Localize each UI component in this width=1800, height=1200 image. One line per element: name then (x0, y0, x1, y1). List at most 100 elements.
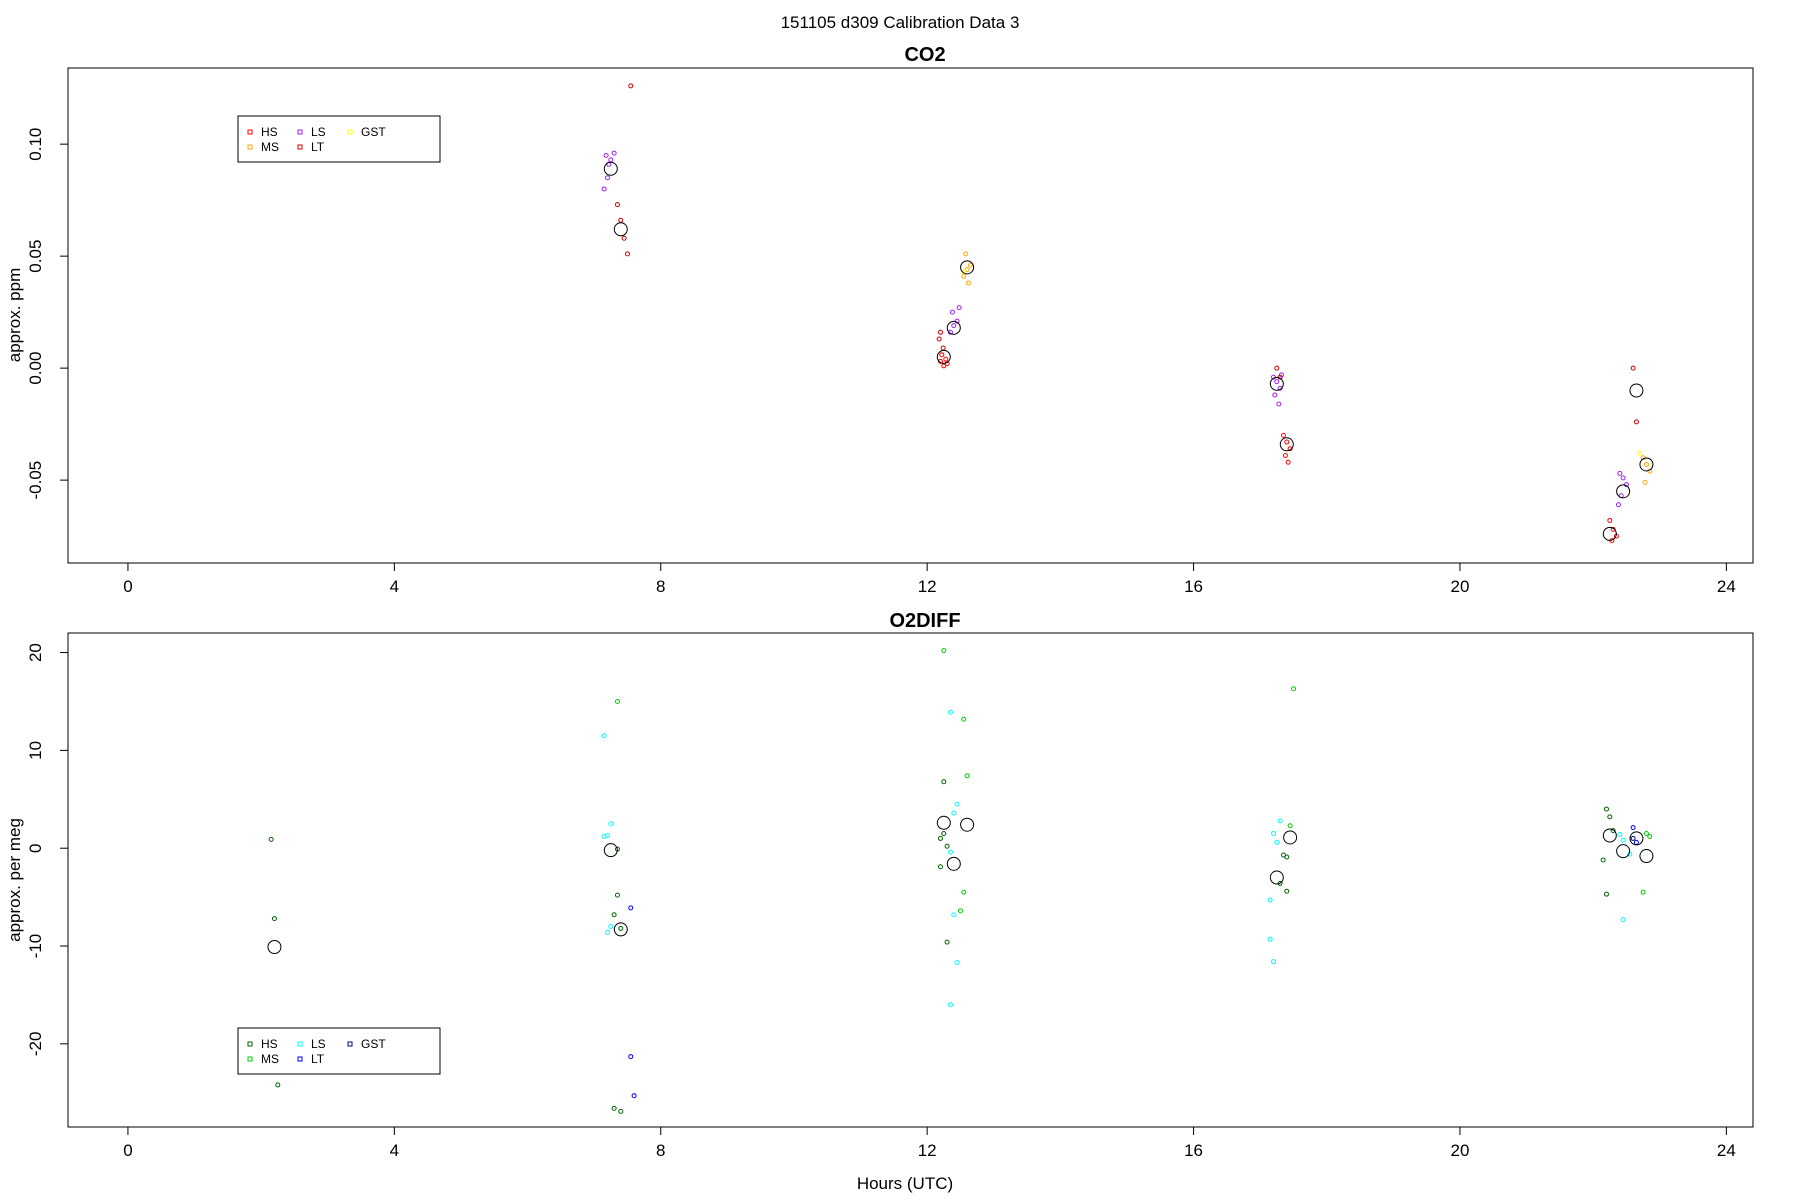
o2diff-y-tick-label: 0 (26, 843, 45, 852)
o2diff-point-hs (944, 939, 950, 945)
o2diff-point-hs (1607, 814, 1613, 820)
co2-point-ms (964, 267, 970, 273)
o2diff-point-ms (961, 716, 967, 722)
o2diff-x-tick-label: 8 (656, 1141, 665, 1160)
o2diff-point-ls (608, 821, 614, 827)
co2-point-lt (614, 202, 620, 208)
o2diff-point-hs (618, 925, 624, 931)
o2diff-point-ms (961, 889, 967, 895)
o2diff-chart-title: O2DIFF (889, 610, 960, 632)
o2diff-point-ms (1647, 833, 1653, 839)
co2-y-tick-label: 0.10 (26, 128, 45, 161)
o2diff-x-tick-label: 16 (1184, 1141, 1203, 1160)
co2-point-ls (1272, 392, 1278, 398)
o2diff-y-tick-label: 20 (26, 643, 45, 662)
o2diff-point-ls (947, 849, 953, 855)
o2diff-point-ls (608, 923, 614, 929)
co2-mean-marker (946, 320, 961, 335)
o2diff-legend-label-ls: LS (311, 1037, 326, 1051)
o2diff-x-tick-label: 4 (390, 1141, 399, 1160)
o2diff-point-hs (611, 1105, 617, 1111)
o2diff-point-hs (944, 843, 950, 849)
co2-point-ls (1617, 470, 1623, 476)
co2-point-ls (1274, 379, 1280, 385)
co2-legend-symbol-gst (347, 129, 353, 135)
o2diff-point-hs (1603, 806, 1609, 812)
co2-point-ls (608, 157, 614, 163)
o2diff-legend-label-lt: LT (311, 1052, 325, 1066)
o2diff-mean-marker (613, 922, 628, 937)
o2diff-mean-marker (1616, 844, 1631, 859)
o2diff-point-hs (611, 912, 617, 918)
o2diff-mean-marker (1602, 828, 1617, 843)
o2diff-point-ls (1620, 837, 1626, 843)
o2diff-point-ls (1274, 839, 1280, 845)
o2diff-point-ls (951, 810, 957, 816)
co2-legend-label-gst: GST (361, 125, 386, 139)
co2-ylabel: approx. ppm (5, 268, 24, 363)
o2diff-x-tick-label: 12 (918, 1141, 937, 1160)
co2-point-hs (1607, 517, 1613, 523)
co2-point-lt (936, 336, 942, 342)
o2diff-point-hs (941, 831, 947, 837)
co2-point-ls (1276, 401, 1282, 407)
co2-chart-title: CO2 (904, 44, 945, 66)
o2diff-legend-label-hs: HS (261, 1037, 278, 1051)
co2-point-lt (624, 251, 630, 257)
co2-mean-marker (1602, 526, 1617, 541)
o2diff-point-ls (1270, 959, 1276, 965)
co2-point-ls (611, 150, 617, 156)
co2-point-gst (1637, 450, 1643, 456)
o2diff-point-hs (941, 779, 947, 785)
o2diff-mean-marker (603, 843, 618, 858)
co2-legend-symbol-ls (297, 129, 303, 135)
o2diff-mean-marker (936, 815, 951, 830)
co2-point-lt (1633, 419, 1639, 425)
o2diff-point-ls (1277, 818, 1283, 824)
co2-point-lt (940, 345, 946, 351)
o2diff-x-tick-label: 20 (1450, 1141, 1469, 1160)
co2-mean-marker (936, 349, 951, 364)
o2diff-mean-marker (1629, 831, 1644, 846)
co2-y-tick-label: 0.05 (26, 240, 45, 273)
o2diff-ylabel: approx. per meg (5, 818, 24, 942)
co2-x-tick-label: 8 (656, 577, 665, 596)
co2-point-lt (1274, 365, 1280, 371)
co2-point-hs (1285, 459, 1291, 465)
o2diff-point-hs (1284, 888, 1290, 894)
co2-point-ms (963, 251, 969, 257)
o2diff-point-ls (1270, 831, 1276, 837)
co2-point-ms (1642, 479, 1648, 485)
co2-legend-label-hs: HS (261, 125, 278, 139)
o2diff-mean-marker (1269, 870, 1284, 885)
co2-x-tick-label: 24 (1717, 577, 1736, 596)
co2-point-ms (961, 273, 967, 279)
o2diff-point-lt (1630, 825, 1636, 831)
co2-mean-marker (1269, 376, 1284, 391)
o2diff-point-ls (954, 960, 960, 966)
co2-point-ls (1615, 502, 1621, 508)
co2-mean-marker (960, 260, 975, 275)
o2diff-point-ls (947, 709, 953, 715)
o2diff-point-lt (631, 1093, 637, 1099)
o2diff-point-hs (271, 916, 277, 922)
o2diff-point-ls (601, 733, 607, 739)
co2-mean-marker (1616, 484, 1631, 499)
o2diff-point-ls (601, 833, 607, 839)
co2-point-ls (951, 323, 957, 329)
o2diff-point-hs (1603, 891, 1609, 897)
co2-point-lt (621, 235, 627, 241)
o2diff-legend-symbol-hs (247, 1041, 253, 1047)
o2diff-point-ls (947, 1002, 953, 1008)
o2diff-legend-symbol-lt (297, 1056, 303, 1062)
co2-point-ms (1643, 461, 1649, 467)
o2diff-y-tick-label: -20 (26, 1032, 45, 1057)
o2diff-mean-marker (960, 817, 975, 832)
co2-point-ls (603, 152, 609, 158)
co2-x-tick-label: 4 (390, 577, 399, 596)
o2diff-point-lt (1633, 839, 1639, 845)
o2diff-point-ms (614, 698, 620, 704)
o2diff-point-gst (1630, 835, 1636, 841)
co2-y-tick-label: 0.00 (26, 352, 45, 385)
co2-legend-label-lt: LT (311, 140, 325, 154)
